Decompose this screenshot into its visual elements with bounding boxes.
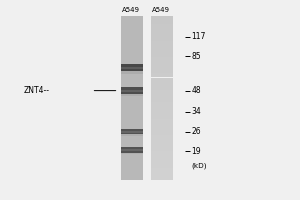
Bar <box>121 87 143 94</box>
Bar <box>151 24 173 28</box>
Text: 34: 34 <box>191 107 201 116</box>
Bar <box>151 172 173 176</box>
Bar <box>151 32 173 36</box>
Bar <box>151 61 173 65</box>
Bar <box>151 78 173 82</box>
Bar <box>151 57 173 61</box>
Bar <box>151 94 173 98</box>
Bar <box>151 135 173 139</box>
Bar <box>151 114 173 118</box>
Bar <box>151 41 173 45</box>
Bar <box>151 82 173 86</box>
Bar <box>151 49 173 53</box>
Bar <box>121 134 143 136</box>
Bar <box>151 102 173 106</box>
Bar <box>151 168 173 172</box>
Bar <box>151 110 173 114</box>
Bar <box>151 131 173 135</box>
Bar <box>151 98 173 102</box>
Bar <box>121 16 143 180</box>
Bar <box>121 129 143 134</box>
Bar <box>151 65 173 69</box>
Bar <box>151 45 173 49</box>
Bar <box>151 123 173 127</box>
Text: (kD): (kD) <box>191 163 207 169</box>
Bar <box>151 36 173 41</box>
Bar <box>151 69 173 73</box>
Bar <box>121 64 143 71</box>
Text: A549: A549 <box>152 7 169 13</box>
Bar <box>121 147 143 153</box>
Bar <box>151 151 173 155</box>
Text: 85: 85 <box>191 52 201 61</box>
Bar <box>151 176 173 180</box>
Bar <box>151 53 173 57</box>
Bar <box>151 86 173 90</box>
Bar <box>151 20 173 24</box>
Bar <box>151 16 173 20</box>
Bar <box>121 131 143 133</box>
Bar <box>151 160 173 164</box>
Bar <box>121 94 143 96</box>
Text: 19: 19 <box>191 147 201 156</box>
Bar <box>121 90 143 92</box>
Bar <box>151 106 173 110</box>
Text: A549: A549 <box>122 7 140 13</box>
Bar <box>121 153 143 154</box>
Bar <box>121 67 143 69</box>
Text: 117: 117 <box>191 32 206 41</box>
Bar <box>151 143 173 147</box>
Bar <box>151 90 173 94</box>
Text: 48: 48 <box>191 86 201 95</box>
Bar <box>151 118 173 123</box>
Bar <box>121 149 143 151</box>
Text: 26: 26 <box>191 127 201 136</box>
Bar <box>151 127 173 131</box>
Bar <box>151 155 173 160</box>
Bar <box>151 73 173 77</box>
Text: ZNT4--: ZNT4-- <box>24 86 50 95</box>
Bar <box>151 164 173 168</box>
Bar <box>151 139 173 143</box>
Bar <box>151 28 173 32</box>
Bar <box>151 147 173 151</box>
Bar <box>121 71 143 74</box>
